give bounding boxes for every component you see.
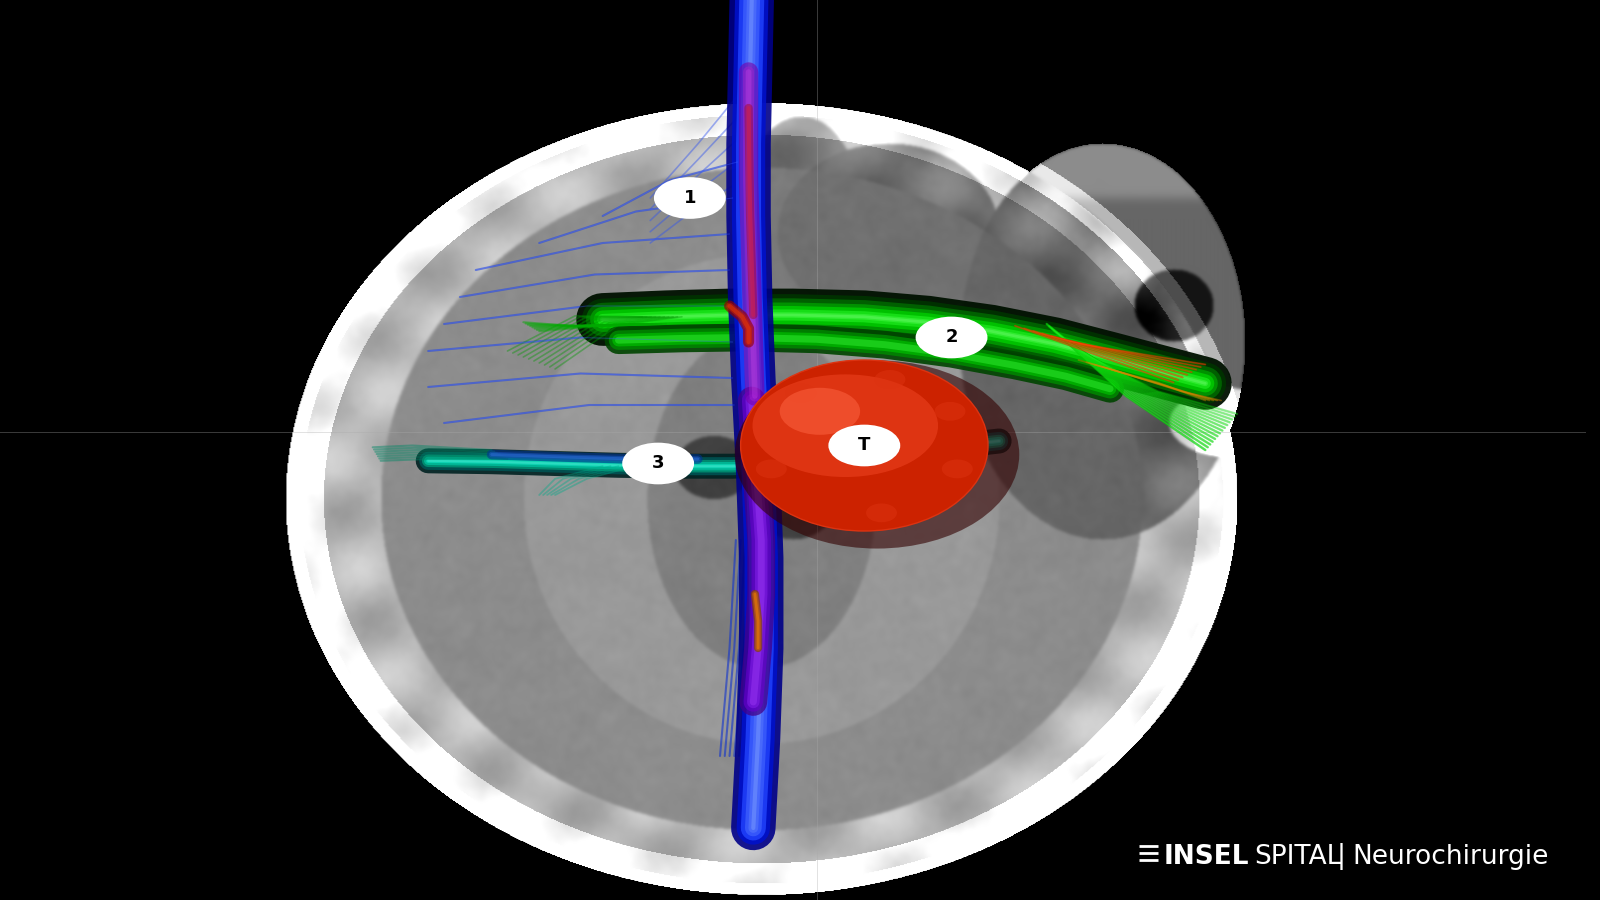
Ellipse shape — [786, 383, 816, 402]
Ellipse shape — [942, 460, 973, 478]
Ellipse shape — [866, 503, 898, 522]
Text: |: | — [1338, 843, 1346, 870]
Circle shape — [829, 426, 899, 465]
Ellipse shape — [755, 460, 787, 478]
Text: 1: 1 — [683, 189, 696, 207]
Ellipse shape — [741, 360, 989, 531]
Circle shape — [654, 178, 725, 218]
Text: 3: 3 — [651, 454, 664, 472]
Ellipse shape — [875, 370, 906, 389]
Ellipse shape — [734, 361, 1019, 548]
Text: SPITAL: SPITAL — [1254, 844, 1342, 869]
Circle shape — [917, 318, 987, 357]
Ellipse shape — [934, 402, 965, 420]
Text: 2: 2 — [946, 328, 958, 346]
Circle shape — [624, 444, 693, 483]
Text: T: T — [858, 436, 870, 454]
Text: Neurochirurgie: Neurochirurgie — [1352, 844, 1549, 869]
Text: INSEL: INSEL — [1165, 844, 1250, 869]
Ellipse shape — [752, 374, 938, 477]
Ellipse shape — [779, 388, 861, 435]
